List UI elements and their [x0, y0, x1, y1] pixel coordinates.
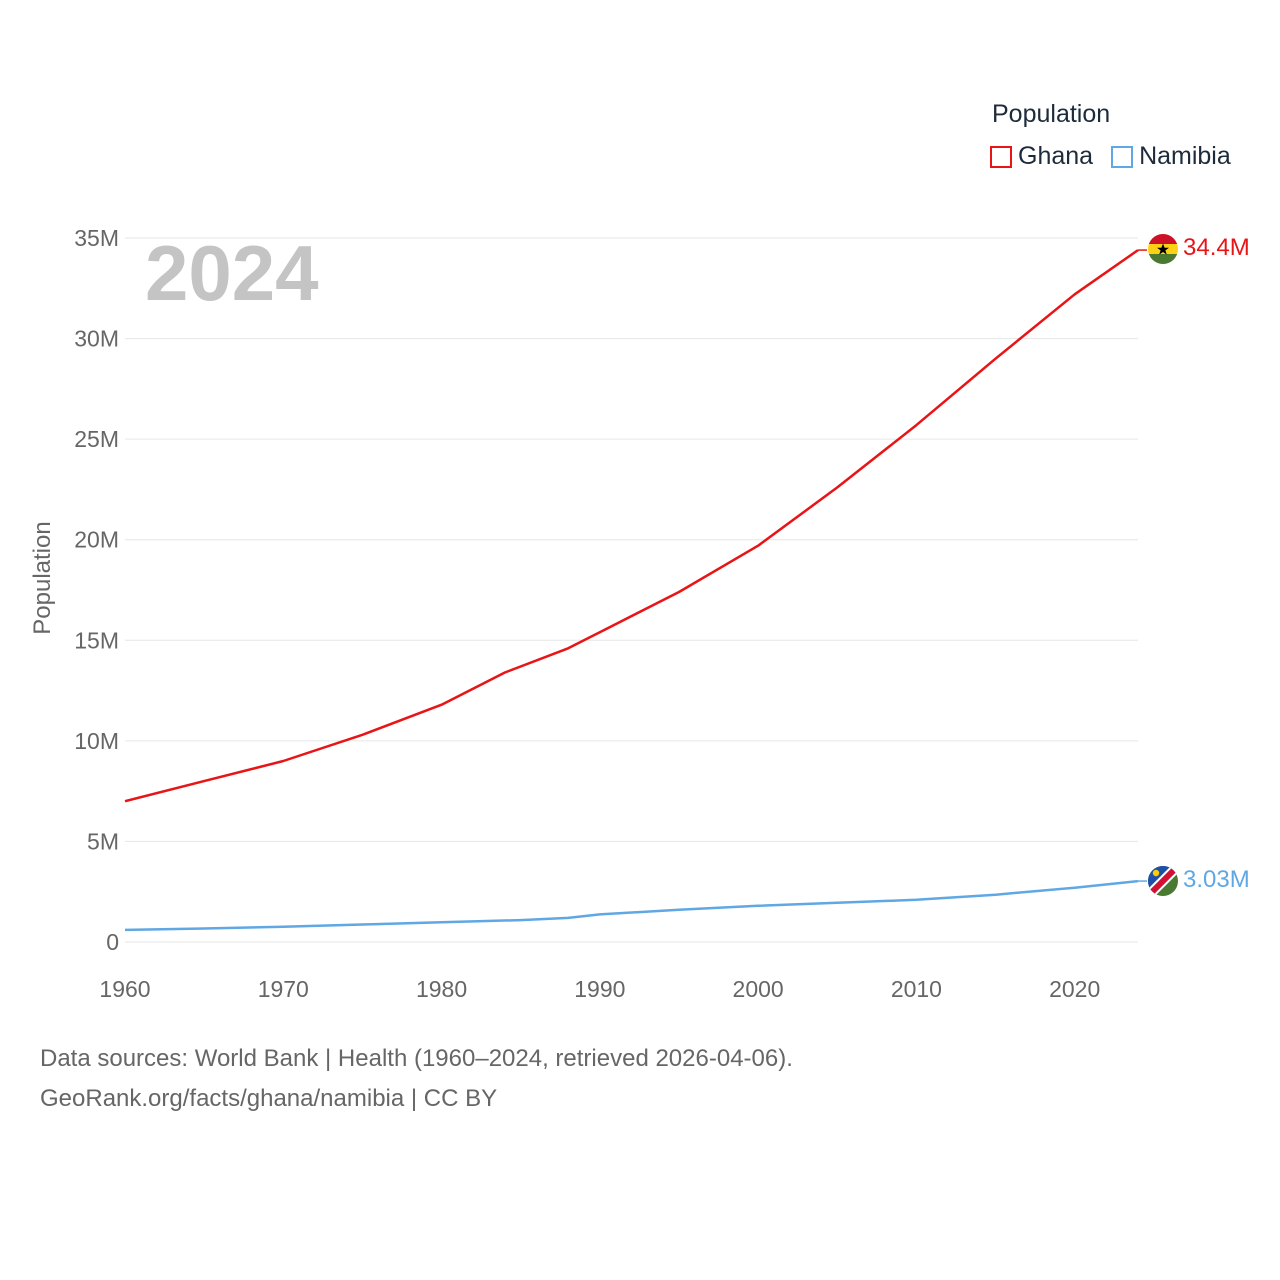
- y-tick-label: 10M: [74, 728, 119, 754]
- series-lines: [124, 249, 1147, 932]
- y-tick-label: 0: [106, 929, 119, 955]
- ghana-flag-icon: [1148, 234, 1178, 264]
- legend-item-namibia[interactable]: Namibia: [1111, 142, 1231, 171]
- footer-sources: Data sources: World Bank | Health (1960–…: [40, 1045, 793, 1072]
- x-tick-label: 2010: [891, 976, 942, 1002]
- x-tick-label: 1970: [258, 976, 309, 1002]
- x-tick-label: 2020: [1049, 976, 1100, 1002]
- x-tick-label: 1960: [99, 976, 150, 1002]
- legend-swatch-namibia: [1111, 145, 1134, 168]
- y-tick-label: 20M: [74, 527, 119, 553]
- legend: Ghana Namibia: [990, 142, 1231, 171]
- legend-title: Population: [992, 100, 1111, 128]
- y-tick-label: 25M: [74, 426, 119, 452]
- y-tick-label: 30M: [74, 326, 119, 352]
- y-tick-label: 15M: [74, 627, 119, 653]
- x-tick-label: 1980: [416, 976, 467, 1002]
- legend-swatch-ghana: [990, 145, 1012, 168]
- legend-item-ghana[interactable]: Ghana: [990, 142, 1093, 171]
- namibia-flag-icon: [1148, 866, 1178, 896]
- y-axis-title: Population: [29, 521, 56, 634]
- legend-label-ghana: Ghana: [1018, 142, 1094, 170]
- y-axis-ticks: 0 5M 10M 15M 20M 25M 30M 35M: [74, 225, 119, 955]
- legend-label-namibia: Namibia: [1139, 142, 1231, 170]
- end-label-namibia: 3.03M: [1183, 866, 1250, 893]
- footer-credit[interactable]: GeoRank.org/facts/ghana/namibia | CC BY: [40, 1085, 498, 1112]
- year-label: 2024: [145, 229, 319, 317]
- end-label-ghana: 34.4M: [1183, 234, 1250, 261]
- x-axis-ticks: 1960 1970 1980 1990 2000 2010 2020: [99, 976, 1100, 1002]
- series-line-ghana[interactable]: [124, 249, 1139, 803]
- gridlines: [125, 237, 1138, 943]
- series-line-namibia[interactable]: [124, 879, 1139, 932]
- x-tick-label: 1990: [574, 976, 625, 1002]
- y-tick-label: 35M: [74, 225, 119, 251]
- x-tick-label: 2000: [733, 976, 784, 1002]
- y-tick-label: 5M: [87, 828, 119, 854]
